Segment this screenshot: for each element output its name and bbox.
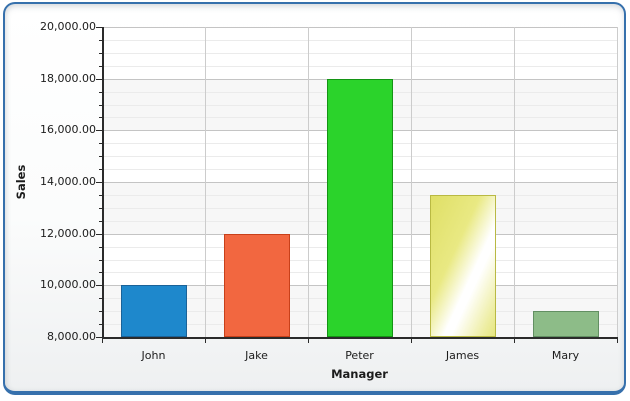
y-major-tick: [96, 337, 102, 338]
x-tick: [617, 338, 618, 343]
y-major-tick: [96, 78, 102, 80]
y-tick-label: 18,000.00: [40, 71, 96, 85]
h-gridline-minor: [102, 65, 617, 67]
y-minor-tick: [99, 65, 102, 67]
y-minor-tick: [99, 117, 102, 119]
category-label: Peter: [345, 349, 374, 362]
h-gridline-minor: [102, 52, 617, 54]
x-tick: [514, 338, 515, 343]
y-minor-tick: [99, 324, 102, 326]
v-gridline: [205, 27, 206, 337]
h-gridline-minor: [102, 39, 617, 41]
y-minor-tick: [99, 311, 102, 313]
y-minor-tick: [99, 91, 102, 93]
y-minor-tick: [99, 259, 102, 261]
y-minor-tick: [99, 143, 102, 145]
y-major-tick: [96, 285, 102, 287]
h-gridline-major: [102, 27, 617, 28]
y-minor-tick: [99, 207, 102, 209]
y-minor-tick: [99, 298, 102, 300]
y-minor-tick: [99, 246, 102, 248]
category-label: James: [445, 349, 480, 362]
y-tick-label: 16,000.00: [40, 123, 96, 137]
x-axis-title: Manager: [331, 367, 388, 381]
y-axis-title: Sales: [14, 164, 28, 200]
x-tick: [205, 338, 206, 343]
y-tick-label: 20,000.00: [40, 20, 96, 33]
y-tick-label: 14,000.00: [40, 175, 96, 188]
y-tick-label: 8,000.00: [47, 330, 96, 343]
y-tick-label: 12,000.00: [40, 226, 96, 240]
v-gridline: [411, 27, 412, 337]
v-gridline: [514, 27, 515, 337]
y-major-tick: [96, 233, 102, 235]
y-minor-tick: [99, 272, 102, 274]
y-major-tick: [96, 130, 102, 132]
y-minor-tick: [99, 194, 102, 196]
y-minor-tick: [99, 104, 102, 106]
bar-james: [429, 194, 496, 337]
category-label: John: [141, 349, 166, 362]
x-tick: [411, 338, 412, 343]
x-tick: [308, 338, 309, 343]
y-minor-tick: [99, 156, 102, 158]
y-minor-tick: [99, 169, 102, 171]
y-minor-tick: [99, 52, 102, 54]
x-tick: [102, 338, 103, 343]
x-axis-line: [102, 336, 618, 339]
y-major-tick: [96, 182, 102, 183]
y-major-tick: [96, 27, 102, 28]
y-minor-tick: [99, 220, 102, 222]
y-minor-tick: [99, 39, 102, 41]
v-gridline: [308, 27, 309, 337]
y-axis-line: [102, 27, 104, 338]
bar-peter: [326, 78, 393, 337]
bar-john: [120, 285, 187, 337]
category-label: Mary: [551, 349, 580, 362]
v-gridline: [617, 27, 618, 337]
category-label: Jake: [245, 349, 268, 362]
bar-jake: [223, 233, 290, 337]
y-tick-label: 10,000.00: [40, 278, 96, 292]
bar-mary: [532, 311, 599, 337]
